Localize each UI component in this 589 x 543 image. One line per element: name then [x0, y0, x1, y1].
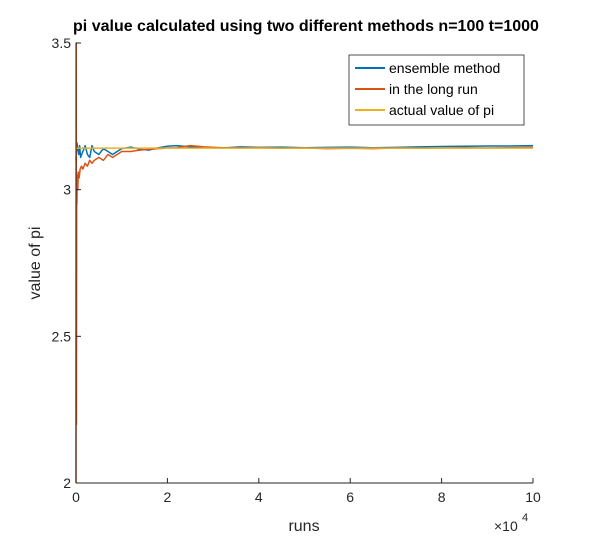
y-tick-label: 2 [63, 475, 71, 491]
x-tick-label: 4 [255, 489, 263, 505]
x-exponent-power: 4 [522, 512, 528, 524]
x-ticks: 0 2 4 6 8 10 [72, 478, 541, 505]
y-tick-label: 2.5 [52, 328, 72, 344]
legend-label-3: actual value of pi [389, 102, 494, 118]
x-tick-label: 6 [346, 489, 354, 505]
x-tick-label: 0 [72, 489, 80, 505]
chart-title: pi value calculated using two different … [73, 18, 539, 35]
x-exponent-base: ×10 [494, 518, 518, 534]
axes-layer [75, 43, 533, 484]
legend: ensemble method in the long run actual val… [348, 54, 525, 126]
y-ticks: 2 2.5 3 3.5 [52, 35, 81, 491]
x-tick-label: 10 [525, 489, 541, 505]
legend-label-1: ensemble method [389, 60, 500, 76]
x-tick-label: 8 [438, 489, 446, 505]
series-layer [75, 42, 534, 484]
x-axis-label: runs [288, 518, 319, 535]
legend-label-2: in the long run [389, 81, 478, 97]
y-tick-label: 3 [63, 182, 71, 198]
legend-entries: ensemble method in the long run actual val… [355, 60, 500, 118]
x-tick-label: 2 [164, 489, 172, 505]
x-exponent: ×10 4 [494, 512, 528, 534]
y-tick-label: 3.5 [52, 35, 72, 51]
y-axis-label: value of pi [27, 227, 44, 300]
